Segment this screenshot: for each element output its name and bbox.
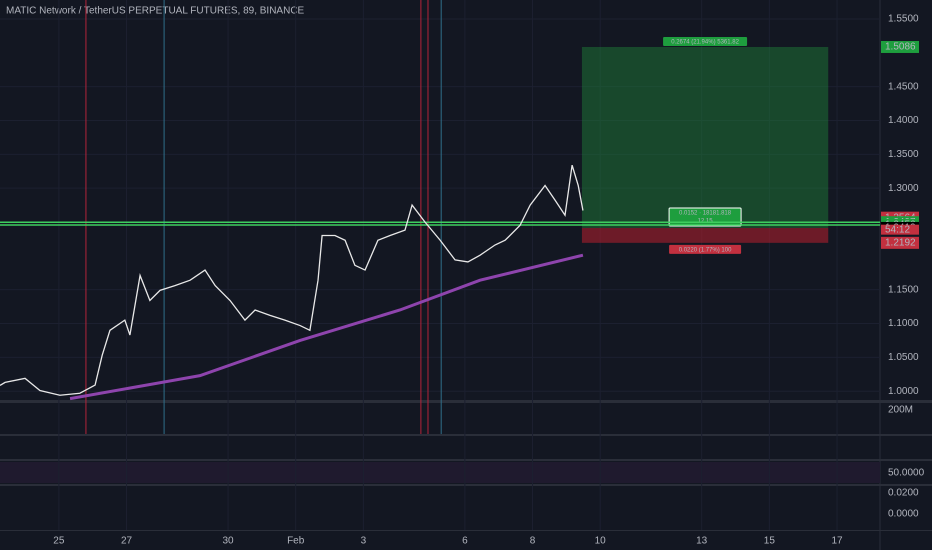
y-tick-label: 1.1500 [888, 284, 919, 295]
y-tick-label: 1.5500 [888, 14, 919, 25]
x-tick-label: 8 [530, 536, 536, 547]
x-tick-label: 6 [462, 536, 468, 547]
series-line [0, 164, 584, 396]
panel-divider [0, 484, 932, 486]
price-tag [881, 236, 919, 249]
panel-divider [0, 434, 932, 436]
panel-divider [0, 400, 932, 403]
y-tick-label: 1.0500 [888, 352, 919, 363]
x-tick-label: 13 [696, 536, 708, 547]
chart-title: MATIC Network / TetherUS PERPETUAL FUTUR… [6, 6, 305, 17]
target-label: 0.2674 (21.94%) 5361.82 [671, 40, 739, 46]
x-tick-label: 27 [121, 536, 133, 547]
price-tag-label: 1.2192 [885, 237, 916, 248]
x-tick-label: Feb [287, 536, 305, 547]
panel-label: 0.0200 [888, 488, 919, 499]
x-tick-label: 3 [361, 536, 367, 547]
label-bg [663, 36, 748, 46]
x-tick-label: 17 [831, 536, 843, 547]
label-bg [669, 244, 742, 254]
y-tick-label: 1.4500 [888, 81, 919, 92]
stop-label: 0.0220 (1.77%) 100 [679, 247, 732, 253]
panel-divider [0, 459, 932, 461]
price-axis [880, 0, 932, 550]
x-tick-label: 25 [53, 536, 65, 547]
y-tick-label: 1.0000 [888, 386, 919, 397]
entry-label: 0.0152 · 18181.818 [679, 211, 732, 217]
countdown-bg [881, 224, 919, 235]
y-tick-label: 1.1000 [888, 318, 919, 329]
x-tick-label: 10 [595, 536, 607, 547]
profit-zone [581, 46, 829, 228]
series-line [69, 253, 584, 401]
panel-label: 0.0000 [888, 509, 919, 520]
rsi-band [0, 462, 880, 483]
y-tick-label: 1.3500 [888, 149, 919, 160]
y-tick-label: 1.4000 [888, 115, 919, 126]
x-tick-label: 15 [764, 536, 776, 547]
price-tag-label: 1.5086 [885, 42, 916, 53]
panel-label: 50.0000 [888, 468, 925, 479]
y-tick-label: 1.3000 [888, 183, 919, 194]
x-tick-label: 30 [222, 536, 234, 547]
price-tag [881, 40, 919, 53]
countdown: 54:12 [885, 224, 910, 235]
time-axis-border [0, 530, 932, 531]
panel-label: 200M [888, 405, 913, 416]
loss-zone [581, 227, 829, 243]
